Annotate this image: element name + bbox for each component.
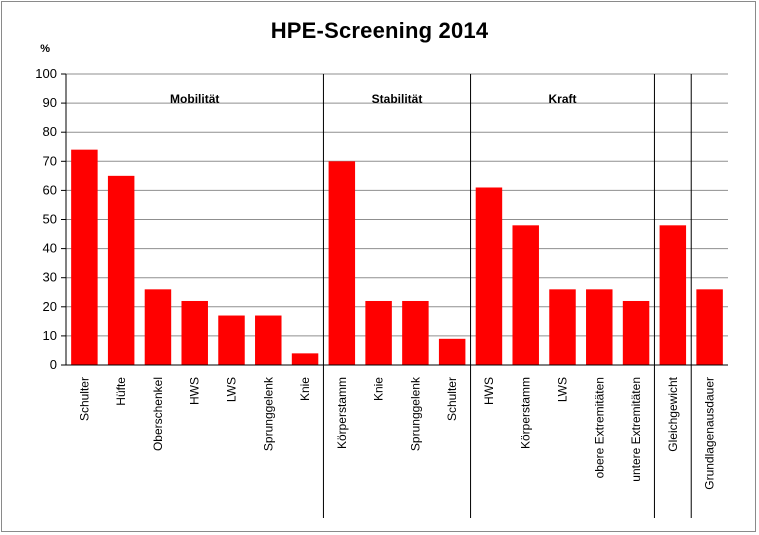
x-tick-label: Grundlagenausdauer	[703, 377, 717, 490]
y-tick-label: 10	[43, 328, 57, 343]
y-tick-label: 100	[35, 66, 57, 81]
y-tick-label: 50	[43, 212, 57, 227]
bar	[696, 289, 723, 365]
bar	[107, 175, 135, 365]
x-tick-label: Knie	[298, 377, 312, 401]
x-tick-label: Schulter	[445, 377, 459, 421]
x-tick-label: Knie	[372, 377, 386, 401]
x-tick-label: Körperstamm	[335, 377, 349, 449]
x-tick-label: obere Extremitäten	[592, 377, 606, 478]
bar	[512, 225, 539, 365]
y-tick-label: 30	[43, 270, 57, 285]
group-label: Kraft	[548, 92, 576, 106]
y-tick-label: 20	[43, 299, 57, 314]
y-axis-label: %	[40, 43, 50, 55]
x-tick-label: HWS	[188, 377, 202, 405]
x-tick-label: Oberschenkel	[151, 377, 165, 451]
y-tick-label: 90	[43, 95, 57, 110]
bar	[71, 149, 98, 365]
x-tick-label: Sprunggelenk	[408, 376, 422, 451]
bar	[218, 315, 245, 365]
bar	[255, 315, 282, 365]
chart-title: HPE-Screening 2014	[270, 18, 489, 43]
bar	[659, 225, 687, 365]
bar	[144, 289, 172, 365]
bar	[402, 300, 429, 365]
bar	[365, 300, 392, 365]
y-tick-label: 60	[43, 182, 57, 197]
x-tick-label: Hüfte	[114, 377, 128, 406]
y-tick-label: 80	[43, 124, 57, 139]
x-tick-label: LWS	[225, 377, 239, 402]
bar	[328, 161, 356, 365]
x-tick-label: Schulter	[77, 377, 91, 421]
x-tick-label: Sprunggelenk	[261, 376, 275, 451]
y-tick-label: 70	[43, 153, 57, 168]
group-label: Stabilität	[372, 92, 423, 106]
x-tick-label: Gleichgewicht	[666, 376, 680, 451]
x-tick-label: HWS	[482, 377, 496, 405]
bar	[438, 338, 466, 365]
bar	[586, 289, 613, 365]
bar	[549, 289, 576, 365]
x-tick-label: LWS	[556, 377, 570, 402]
x-tick-label: Körperstamm	[519, 377, 533, 449]
bar	[291, 353, 319, 365]
y-tick-label: 40	[43, 241, 57, 256]
x-tick-label: untere Extremitäten	[629, 377, 643, 482]
bar	[475, 187, 503, 365]
bar	[622, 300, 650, 365]
y-tick-label: 0	[50, 357, 57, 372]
bar	[181, 300, 208, 365]
group-label: Mobilität	[170, 92, 219, 106]
